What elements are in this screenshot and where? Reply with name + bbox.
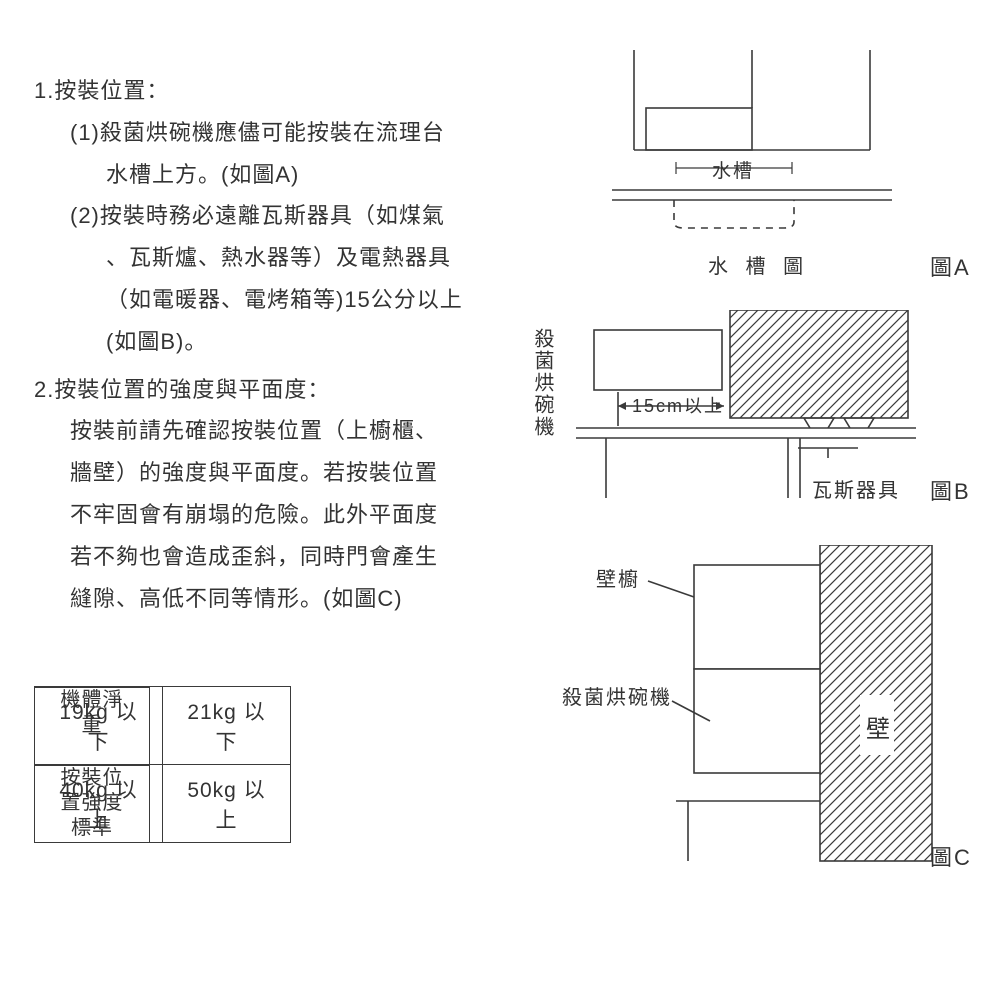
diagram-a: 水槽 水 槽 圖 <box>612 50 912 270</box>
gas-appliance-label: 瓦斯器具 <box>812 474 900 503</box>
page: 1.按裝位置： (1)殺菌烘碗機應儘可能按裝在流理台 水槽上方。(如圖A) (2… <box>0 0 1000 1000</box>
diagram-a-svg <box>612 50 912 250</box>
dryer-vert-label: 殺菌烘碗機 <box>528 328 557 438</box>
sec2-title: 2.按裝位置的強度與平面度： <box>34 369 514 411</box>
table-row: 按裝位置強度標準 40kg 以上 50kg 以上 <box>34 765 291 843</box>
cell: 21kg 以下 <box>163 687 291 765</box>
distance-label: 15cm以上 <box>632 392 724 418</box>
sec1-2c: （如電暖器、電烤箱等)15公分以上 <box>34 279 514 321</box>
sec1-title: 1.按裝位置： <box>34 70 514 112</box>
sec2-l2: 牆壁）的強度與平面度。若按裝位置 <box>70 452 514 494</box>
fig-c-label: 圖C <box>930 840 972 872</box>
dryer-label-c: 殺菌烘碗機 <box>562 681 672 710</box>
sec1-2b: 、瓦斯爐、熱水器等）及電熱器具 <box>34 237 514 279</box>
cell: 機體淨重 <box>34 687 150 765</box>
cell: 50kg 以上 <box>163 765 291 843</box>
sink-label: 水槽 <box>712 156 754 183</box>
sec2-l1: 按裝前請先確認按裝位置（上櫥櫃、 <box>70 410 514 452</box>
sec2-l4: 若不夠也會造成歪斜，同時門會產生 <box>70 536 514 578</box>
sec1-1b: 水槽上方。(如圖A) <box>34 154 514 196</box>
sec2-body: 按裝前請先確認按裝位置（上櫥櫃、 牆壁）的強度與平面度。若按裝位置 不牢固會有崩… <box>34 410 514 619</box>
sec1-2d: (如圖B)。 <box>34 321 514 363</box>
wall-cabinet-label: 壁櫥 <box>596 563 640 592</box>
fig-b-label: 圖B <box>930 474 971 506</box>
sec1-2: (2)按裝時務必遠離瓦斯器具（如煤氣 <box>34 195 514 237</box>
sec1-1: (1)殺菌烘碗機應儘可能按裝在流理台 <box>34 112 514 154</box>
diagram-a-caption: 水 槽 圖 <box>708 250 809 279</box>
instruction-text: 1.按裝位置： (1)殺菌烘碗機應儘可能按裝在流理台 水槽上方。(如圖A) (2… <box>34 70 514 619</box>
cell: 按裝位置強度標準 <box>34 765 150 843</box>
sec2-l3: 不牢固會有崩塌的危險。此外平面度 <box>70 494 514 536</box>
fig-a-label: 圖A <box>930 250 971 282</box>
diagram-b: 15cm以上 瓦斯器具 <box>548 310 948 510</box>
diagram-c: 壁櫥 殺菌烘碗機 壁 <box>560 545 960 865</box>
diagram-b-svg <box>548 310 948 500</box>
sec2-l5: 縫隙、高低不同等情形。(如圖C) <box>70 578 514 620</box>
weight-table: 機體淨重 19kg 以下 21kg 以下 按裝位置強度標準 40kg 以上 50… <box>34 686 291 843</box>
table-row: 機體淨重 19kg 以下 21kg 以下 <box>34 687 291 765</box>
wall-label: 壁 <box>866 709 890 744</box>
